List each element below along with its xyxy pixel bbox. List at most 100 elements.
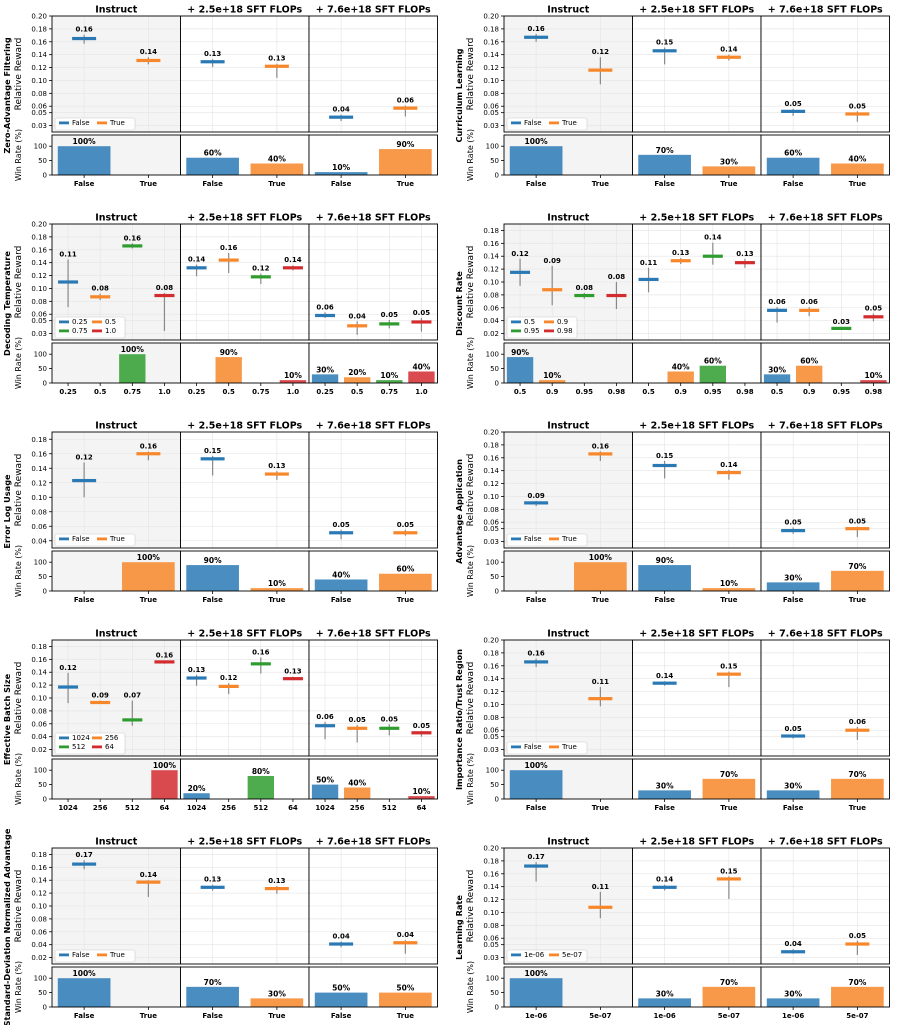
chart-4-legend-label: False — [72, 535, 90, 543]
chart-5-legend: False True — [506, 533, 588, 547]
chart-0-panel-0-mean-marker — [72, 36, 97, 41]
chart-9-panel-1-winrate-bar — [638, 998, 691, 1007]
chart-5-panel-1-mean-marker — [716, 471, 741, 475]
chart-9-panel-2-reward-bg — [761, 848, 890, 964]
chart-1-ylabel-winrate: Win Rate (%) — [466, 129, 475, 181]
chart-2-panel-1-winrate-label: 10% — [284, 371, 302, 380]
chart-2-panel-0-xtick-label: 0.75 — [124, 388, 141, 396]
chart-4-panel-1-title: + 2.5e+18 SFT FLOPs — [187, 421, 302, 432]
chart-7-ytick-label: 0.16 — [483, 662, 499, 670]
chart-7-panel-0-winrate-bar — [509, 770, 563, 799]
chart-9-panel-1-mean-marker — [652, 885, 677, 889]
chart-4-ytick-label: 0.08 — [31, 508, 47, 516]
chart-4-panel-1-xtick-label: True — [268, 596, 285, 604]
chart-0-panel-2-winrate-label: 90% — [396, 140, 414, 149]
chart-6-legend-swatch — [92, 745, 102, 749]
chart-4-panel-0-winrate-label: 100% — [137, 553, 161, 562]
chart-6-panel-0-xtick-label: 512 — [125, 804, 140, 812]
chart-5-panel-1-winrate-bar — [638, 565, 691, 591]
chart-0-ylabel-reward: Relative Reward — [14, 38, 24, 111]
chart-5-panel-2-winrate-label: 30% — [784, 573, 802, 582]
chart-0-panel-2-value-label: 0.06 — [397, 97, 414, 105]
chart-1-panel-2-winrate-label: 40% — [848, 154, 866, 163]
chart-3-legend-box — [506, 316, 578, 339]
chart-6-panel-2-value-label: 0.06 — [316, 713, 333, 721]
chart-6-ytick-label: 0.04 — [31, 733, 47, 741]
chart-9-panel-2-xtick-label: 1e-06 — [782, 1012, 804, 1020]
chart-1-ylabel-reward: Relative Reward — [466, 38, 476, 111]
chart-1-panel-2-reward-frame — [760, 15, 890, 133]
chart-3-panel-2-value-label: 0.06 — [768, 298, 785, 306]
chart-0-panel-0-mean-marker — [136, 58, 161, 63]
chart-2-panel-2-xtick-label: 1.0 — [415, 388, 428, 396]
chart-3-legend-label: 0.98 — [557, 327, 573, 335]
chart-4-panel-1-value-label: 0.13 — [268, 462, 285, 470]
chart-2-panel-0-value-label: 0.16 — [124, 234, 141, 242]
chart-8-legend-label: True — [109, 951, 125, 959]
chart-2-panel-2-mean-marker — [379, 322, 400, 326]
chart-9-ytick-label: 0.18 — [483, 857, 499, 865]
chart-5-panel-2-value-label: 0.05 — [849, 518, 866, 526]
chart-6-group: Effective Batch Size Relative Reward Win R… — [2, 629, 438, 812]
chart-3-legend-swatch — [511, 329, 521, 333]
chart-0-panel-1-value-label: 0.13 — [268, 55, 285, 63]
chart-0-ytick-label: 0.12 — [31, 64, 47, 72]
chart-7-ytick-label: 0.12 — [483, 688, 499, 696]
chart-1-panel-1-winrate-bar — [702, 166, 756, 175]
chart-5-ytick-label: 0.18 — [483, 441, 499, 449]
chart-2-panel-0-mean-marker — [90, 295, 111, 299]
chart-4-row-title: Error Log Usage — [2, 474, 12, 549]
chart-2-ytick-label: 0.18 — [31, 233, 47, 241]
chart-1-ytick-label: 0.03 — [483, 122, 499, 130]
chart-5-ytick-label: 0.06 — [483, 519, 499, 527]
chart-0-panel-2-mean-marker — [329, 115, 354, 119]
chart-5-panel-2-value-label: 0.05 — [784, 518, 801, 526]
chart-3-panel-1-xtick-label: 0.5 — [642, 388, 655, 396]
chart-3-panel-1-mean-marker — [702, 254, 723, 258]
chart-4-ytick-label: 0.12 — [31, 479, 47, 487]
chart-0-panel-1-xtick-label: False — [202, 180, 223, 188]
chart-8-panel-0-xtick-label: True — [140, 1012, 157, 1020]
chart-3-panel-1-mean-marker — [670, 259, 691, 263]
chart-8-panel-1-value-label: 0.13 — [204, 876, 221, 884]
chart-9-group: Learning Rate Relative Reward Win Rate (%)… — [454, 837, 890, 1020]
chart-3-ytick-label: 0.18 — [483, 227, 499, 235]
chart-2-winrate-tick-label: 50 — [38, 365, 47, 373]
chart-9-panel-0-mean-marker — [588, 905, 613, 909]
chart-6-panel-0-mean-marker — [90, 700, 111, 705]
chart-5-ytick-label: 0.16 — [483, 454, 499, 462]
chart-7-panel-2-winrate-label: 30% — [784, 781, 802, 790]
chart-1-panel-0-xtick-label: True — [592, 180, 609, 188]
chart-3-panel-2-xtick-label: 0.9 — [803, 388, 816, 396]
chart-5-ytick-label: 0.10 — [483, 493, 499, 501]
chart-7-legend: False True — [506, 741, 588, 755]
chart-5-panel-0-mean-marker — [588, 452, 613, 456]
chart-7-panel-2-winrate-label: 70% — [848, 770, 866, 779]
chart-5-panel-1-winrate-label: 10% — [720, 579, 738, 588]
chart-0-ytick-label: 0.16 — [31, 38, 47, 46]
chart-5-panel-0-value-label: 0.09 — [527, 492, 544, 500]
chart-8-panel-1-winrate-bar — [250, 998, 304, 1007]
chart-6-winrate-tick-label: 100 — [34, 767, 47, 775]
chart-4-panel-2-reward-frame — [308, 431, 438, 549]
chart-3-panel-0-mean-marker — [542, 288, 563, 292]
chart-4-panel-2-winrate-bar — [314, 579, 368, 591]
chart-2-panel-1-winrate-bar — [215, 357, 242, 383]
chart-2-ytick-label: 0.20 — [31, 221, 47, 229]
chart-4-ytick-label: 0.06 — [31, 523, 47, 531]
chart-7-panel-2-winrate-frame — [760, 758, 890, 800]
chart-0-ytick-label: 0.18 — [31, 25, 47, 33]
chart-0-ylabel-winrate: Win Rate (%) — [14, 129, 23, 181]
chart-8-ytick-label: 0.06 — [31, 928, 47, 936]
chart-0-winrate-tick-label: 0 — [43, 172, 47, 180]
chart-4-panel-2-winrate-frame — [308, 550, 438, 592]
chart-4-panel-1-value-label: 0.15 — [204, 447, 221, 455]
chart-6-panel-2-xtick-label: 1024 — [315, 804, 335, 812]
chart-2-panel-1-mean-marker — [186, 266, 207, 270]
chart-2-panel-1-value-label: 0.12 — [252, 265, 269, 273]
chart-2-legend-label: 0.25 — [72, 318, 88, 326]
chart-5-panel-1-winrate-bar — [702, 588, 756, 591]
chart-8-panel-2-value-label: 0.04 — [332, 932, 349, 940]
chart-5-panel-2-winrate-bar — [766, 582, 820, 591]
chart-0-panel-0-winrate-label: 100% — [73, 137, 97, 146]
